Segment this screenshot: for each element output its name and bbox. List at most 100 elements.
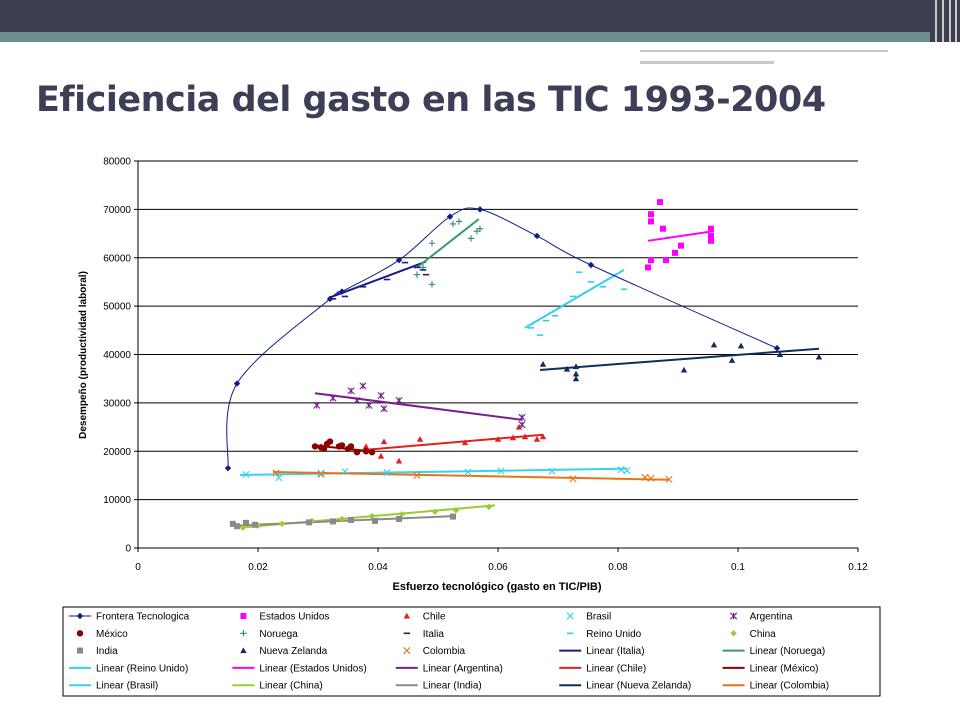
x-axis-label: Esfuerzo tecnológico (gasto en TIC/PIB) bbox=[392, 581, 601, 593]
data-point bbox=[224, 464, 232, 472]
data-point bbox=[365, 401, 373, 409]
legend-label: Linear (Reino Unido) bbox=[96, 663, 188, 674]
data-point bbox=[521, 433, 529, 440]
y-tick-label: 60000 bbox=[103, 253, 131, 264]
data-point bbox=[395, 457, 403, 464]
data-point bbox=[708, 225, 714, 232]
data-point bbox=[362, 448, 370, 455]
data-point bbox=[648, 211, 654, 218]
y-tick-label: 20000 bbox=[103, 447, 131, 458]
data-point bbox=[776, 351, 784, 358]
y-tick-label: 10000 bbox=[103, 495, 131, 506]
data-point bbox=[497, 467, 505, 475]
data-point bbox=[377, 392, 385, 400]
legend-swatch bbox=[566, 612, 574, 620]
trendline bbox=[365, 433, 544, 451]
x-tick-label: 0.04 bbox=[368, 562, 388, 573]
data-point bbox=[737, 342, 745, 349]
data-point bbox=[398, 510, 406, 518]
legend-label: Colombia bbox=[423, 646, 466, 657]
data-point bbox=[311, 443, 319, 450]
data-point bbox=[708, 237, 714, 244]
data-point bbox=[446, 213, 454, 220]
data-point bbox=[660, 225, 666, 232]
data-point bbox=[518, 413, 526, 421]
data-point bbox=[494, 435, 502, 442]
y-tick-label: 50000 bbox=[103, 302, 131, 313]
data-point bbox=[383, 468, 391, 477]
legend-swatch bbox=[403, 612, 410, 619]
data-point bbox=[648, 218, 654, 225]
legend-label: Linear (Nueva Zelanda) bbox=[586, 681, 691, 692]
legend-label: Linear (China) bbox=[259, 681, 322, 692]
data-point bbox=[229, 520, 236, 527]
data-point bbox=[233, 380, 241, 387]
data-point bbox=[485, 503, 493, 511]
legend-label: Linear (Brasil) bbox=[96, 681, 158, 692]
data-point bbox=[252, 521, 258, 528]
legend-swatch bbox=[240, 647, 247, 654]
data-point bbox=[395, 396, 403, 405]
data-point bbox=[657, 199, 663, 206]
data-point bbox=[450, 513, 456, 520]
x-tick-label: 0.12 bbox=[848, 562, 868, 573]
x-tick-label: 0 bbox=[135, 562, 141, 573]
legend-swatch bbox=[240, 613, 247, 619]
y-tick-label: 40000 bbox=[103, 350, 131, 361]
data-point bbox=[572, 363, 580, 370]
x-tick-label: 0.02 bbox=[248, 562, 268, 573]
data-point bbox=[539, 433, 547, 440]
legend: Frontera Tecnologica Estados Unidos Chile B… bbox=[62, 606, 881, 697]
data-point bbox=[461, 439, 469, 446]
data-point bbox=[563, 365, 571, 372]
data-point bbox=[533, 232, 541, 240]
legend-swatch bbox=[730, 630, 737, 637]
trendline bbox=[524, 268, 625, 329]
legend-label: Linear (México) bbox=[750, 663, 819, 674]
legend-label: Nueva Zelanda bbox=[259, 646, 327, 657]
data-point bbox=[548, 467, 556, 475]
legend-label: Linear (Italia) bbox=[586, 646, 644, 657]
data-point bbox=[672, 249, 678, 256]
data-point bbox=[710, 341, 718, 348]
legend-label: Linear (India) bbox=[423, 681, 482, 692]
trendline bbox=[647, 230, 715, 242]
data-point bbox=[645, 264, 651, 271]
legend-label: Frontera Tecnologica bbox=[96, 612, 190, 623]
data-point bbox=[396, 515, 402, 522]
legend-label: India bbox=[96, 646, 118, 657]
data-point bbox=[815, 353, 823, 360]
y-tick-label: 30000 bbox=[103, 398, 131, 409]
data-point bbox=[239, 524, 247, 531]
data-point bbox=[347, 443, 355, 450]
grid-lines bbox=[138, 160, 858, 501]
data-point bbox=[320, 445, 328, 453]
data-point bbox=[518, 421, 526, 429]
legend-swatch bbox=[730, 612, 738, 620]
trendline bbox=[539, 347, 820, 371]
legend-label: Noruega bbox=[259, 629, 298, 640]
data-point bbox=[338, 288, 346, 295]
trendlines bbox=[230, 218, 820, 529]
y-tick-label: 0 bbox=[125, 544, 131, 555]
data-point bbox=[243, 519, 249, 526]
data-point bbox=[431, 508, 439, 515]
data-point bbox=[467, 235, 475, 242]
data-point bbox=[234, 523, 240, 530]
data-point bbox=[587, 261, 595, 269]
data-point bbox=[338, 515, 346, 523]
legend-label: Linear (Noruega) bbox=[750, 646, 826, 657]
data-point bbox=[617, 466, 625, 474]
axes: 0 10000 20000 30000 40000 50000 60000 70000 8000… bbox=[103, 157, 868, 574]
data-point bbox=[348, 516, 354, 523]
legend-label: Chile bbox=[423, 612, 446, 623]
data-point bbox=[416, 435, 424, 442]
data-point bbox=[341, 467, 349, 476]
data-point bbox=[338, 442, 346, 449]
data-point bbox=[569, 475, 577, 483]
legend-label: Argentina bbox=[750, 612, 793, 623]
frontier-curve bbox=[226, 207, 778, 469]
data-point bbox=[330, 518, 336, 525]
data-point bbox=[449, 220, 457, 228]
data-point bbox=[278, 520, 286, 528]
